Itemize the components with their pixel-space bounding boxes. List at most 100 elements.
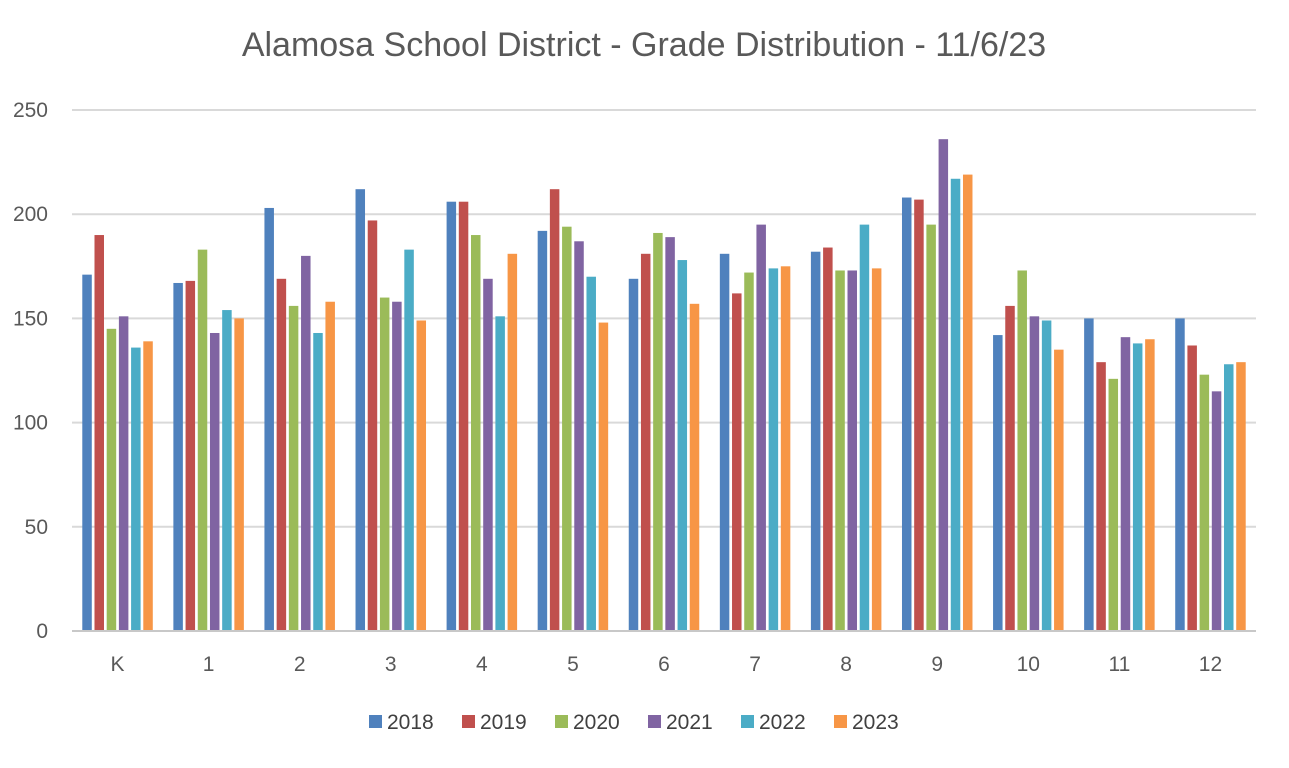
bar-2023-grade-9 <box>962 174 973 631</box>
bar-2021-grade-5 <box>574 241 584 632</box>
bar-2020-grade-9 <box>926 224 936 631</box>
y-tick-label: 200 <box>13 203 48 226</box>
legend-swatch-2021 <box>648 715 661 728</box>
bar-2018-grade-11 <box>1084 318 1094 631</box>
bar-2018-grade-1 <box>173 282 183 631</box>
bar-2019-grade-4 <box>458 201 469 631</box>
bar-2019-grade-K <box>94 235 104 632</box>
x-tick-label: 6 <box>658 653 670 676</box>
bar-2022-grade-6 <box>677 260 688 631</box>
bar-2018-grade-12 <box>1175 318 1185 631</box>
bar-2018-grade-8 <box>810 251 821 631</box>
bar-2018-grade-5 <box>537 230 548 631</box>
y-tick-label: 100 <box>13 412 48 435</box>
bar-2020-grade-4 <box>471 235 481 632</box>
x-tick-label: 12 <box>1199 653 1222 676</box>
x-tick-label: K <box>111 653 125 676</box>
bar-2019-grade-7 <box>732 293 742 631</box>
legend-swatch-2018 <box>369 715 382 728</box>
x-tick-label: 8 <box>840 653 852 676</box>
y-tick-label: 150 <box>13 307 48 330</box>
x-tick-label: 7 <box>749 653 761 676</box>
bar-2020-grade-5 <box>562 226 572 631</box>
bar-2019-grade-12 <box>1187 345 1197 631</box>
bar-2022-grade-8 <box>859 224 870 631</box>
bar-2022-grade-7 <box>768 268 779 631</box>
x-tick-label: 1 <box>203 653 215 676</box>
x-tick-label: 11 <box>1108 653 1130 676</box>
bar-2019-grade-11 <box>1096 362 1106 631</box>
bar-2018-grade-9 <box>901 197 912 631</box>
bar-2019-grade-1 <box>185 280 196 631</box>
x-tick-label: 9 <box>931 653 943 676</box>
bar-2022-grade-11 <box>1132 343 1143 631</box>
bar-2021-grade-9 <box>938 139 949 631</box>
bar-2020-grade-2 <box>288 305 299 631</box>
legend-swatch-2019 <box>462 715 475 728</box>
bar-2018-grade-7 <box>719 253 730 632</box>
legend-label-2018: 2018 <box>387 711 434 734</box>
legend-label-2023: 2023 <box>852 711 899 734</box>
bar-2023-grade-10 <box>1054 349 1064 631</box>
bar-2021-grade-1 <box>209 332 220 631</box>
bar-2023-grade-7 <box>780 266 791 631</box>
bar-2020-grade-12 <box>1199 374 1210 631</box>
bar-2020-grade-11 <box>1108 378 1119 631</box>
legend-label-2022: 2022 <box>759 711 806 734</box>
bar-2022-grade-K <box>131 347 141 631</box>
bar-2022-grade-12 <box>1224 364 1234 631</box>
bars <box>82 139 1246 632</box>
bar-2019-grade-5 <box>549 189 560 631</box>
bar-2019-grade-2 <box>276 278 287 631</box>
bar-2020-grade-K <box>106 328 117 631</box>
bar-2023-grade-3 <box>416 320 427 631</box>
bar-2023-grade-1 <box>234 318 244 631</box>
y-axis-ticks: 0 50 100 150 200 250 <box>13 99 48 643</box>
bar-2020-grade-1 <box>197 249 208 631</box>
bar-2021-grade-6 <box>665 237 675 631</box>
bar-2023-grade-8 <box>871 268 882 631</box>
x-tick-label: 3 <box>385 653 397 676</box>
bar-2021-grade-11 <box>1120 337 1131 631</box>
legend: 2018 2019 2020 2021 2022 2023 <box>369 711 899 734</box>
bar-2022-grade-4 <box>495 316 505 631</box>
chart-title: Alamosa School District - Grade Distribu… <box>242 26 1046 64</box>
bar-2022-grade-9 <box>950 178 961 631</box>
legend-label-2020: 2020 <box>573 711 620 734</box>
gridlines <box>72 109 1256 528</box>
bar-2022-grade-3 <box>404 249 414 631</box>
bar-2023-grade-5 <box>598 322 609 631</box>
x-tick-label: 2 <box>294 653 306 676</box>
y-tick-label: 250 <box>13 99 48 122</box>
bar-2021-grade-4 <box>483 278 493 631</box>
bar-2019-grade-6 <box>640 253 651 632</box>
bar-2021-grade-8 <box>847 270 857 631</box>
bar-2022-grade-10 <box>1041 320 1052 631</box>
x-tick-label: 4 <box>476 653 488 676</box>
bar-2020-grade-8 <box>835 270 845 631</box>
bar-2022-grade-5 <box>586 276 596 631</box>
bar-2021-grade-12 <box>1211 391 1222 631</box>
legend-label-2021: 2021 <box>666 711 713 734</box>
y-tick-label: 50 <box>25 516 48 539</box>
bar-2018-grade-K <box>82 274 92 631</box>
bar-2020-grade-7 <box>744 272 754 631</box>
bar-2022-grade-2 <box>313 332 323 631</box>
bar-2020-grade-6 <box>653 232 663 631</box>
bar-2023-grade-6 <box>689 303 700 631</box>
bar-2023-grade-4 <box>507 253 518 632</box>
x-tick-label: 10 <box>1017 653 1040 676</box>
bar-2021-grade-K <box>118 316 129 631</box>
bar-2020-grade-3 <box>379 297 390 631</box>
bar-2021-grade-10 <box>1029 316 1040 631</box>
bar-2018-grade-3 <box>355 189 366 631</box>
legend-swatch-2023 <box>834 715 847 728</box>
bar-2019-grade-3 <box>367 220 378 631</box>
bar-2023-grade-K <box>143 341 153 631</box>
bar-2021-grade-2 <box>301 255 311 631</box>
bar-2021-grade-7 <box>756 224 766 631</box>
bar-2022-grade-1 <box>222 310 232 631</box>
x-axis-ticks: K 1 2 3 4 5 6 7 8 9 10 11 12 <box>111 653 1223 676</box>
bar-2019-grade-9 <box>914 199 924 632</box>
bar-2023-grade-11 <box>1145 339 1155 631</box>
